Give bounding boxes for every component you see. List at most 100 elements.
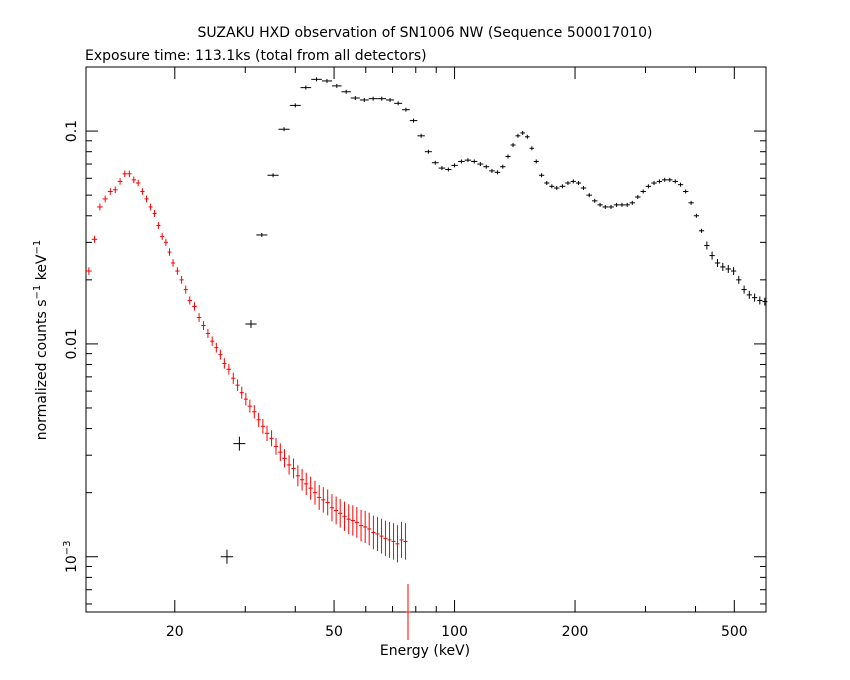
data-point <box>500 164 506 169</box>
data-point <box>332 83 342 88</box>
data-point <box>278 127 290 132</box>
data-point <box>122 170 128 178</box>
data-point <box>107 188 113 195</box>
data-point <box>243 392 248 406</box>
data-point <box>592 198 598 203</box>
data-point <box>458 159 465 164</box>
data-point <box>192 302 197 311</box>
data-point <box>613 202 620 207</box>
data-point <box>565 181 571 186</box>
series-0 <box>86 170 410 640</box>
data-point <box>282 449 287 468</box>
data-point <box>544 181 550 186</box>
data-point <box>350 96 360 101</box>
data-point <box>210 336 215 346</box>
data-point <box>233 436 246 451</box>
data-point <box>688 200 694 205</box>
chart-subtitle: Exposure time: 113.1ks (total from all d… <box>85 48 427 64</box>
data-point <box>387 521 392 558</box>
data-point <box>245 320 257 329</box>
data-point <box>289 103 301 108</box>
data-point <box>431 160 439 165</box>
data-point <box>367 512 372 546</box>
data-point <box>273 437 279 455</box>
data-point <box>586 193 593 198</box>
data-point <box>720 262 726 271</box>
y-tick-label: 0.1 <box>64 120 80 142</box>
data-point <box>218 349 223 360</box>
data-point <box>286 455 292 475</box>
data-point <box>575 181 582 186</box>
data-point <box>757 296 763 305</box>
data-point <box>102 195 108 203</box>
data-point <box>402 107 410 112</box>
data-point <box>127 170 132 178</box>
data-point <box>403 523 408 560</box>
data-point <box>247 399 252 413</box>
data-point <box>619 202 625 207</box>
data-point <box>295 465 301 487</box>
data-point <box>239 386 244 399</box>
data-point <box>354 506 359 538</box>
data-point <box>580 186 587 191</box>
data-point <box>751 293 758 302</box>
data-point <box>341 89 351 94</box>
data-point <box>334 496 339 525</box>
data-point <box>278 443 283 461</box>
data-point <box>677 182 684 187</box>
y-axis-label: normalized counts s−1 keV−1 <box>32 240 50 441</box>
data-point <box>163 238 168 246</box>
data-point <box>371 515 376 550</box>
data-point <box>205 328 211 339</box>
data-point <box>533 159 539 164</box>
data-point <box>667 177 673 182</box>
x-tick-label: 100 <box>441 624 468 640</box>
data-point <box>394 101 403 106</box>
data-point <box>252 404 257 419</box>
data-point <box>196 313 202 322</box>
data-point <box>672 179 678 184</box>
data-point <box>321 487 326 513</box>
data-point <box>489 168 495 173</box>
data-point <box>624 202 630 207</box>
data-point <box>160 232 165 240</box>
data-point <box>308 476 313 500</box>
data-point <box>117 178 123 185</box>
data-point <box>112 186 118 194</box>
data-point <box>445 167 452 172</box>
data-point <box>256 412 261 427</box>
data-point <box>483 164 490 169</box>
data-point <box>171 259 176 267</box>
data-point <box>338 499 343 528</box>
data-point <box>383 520 388 557</box>
series-1 <box>220 77 768 564</box>
data-point <box>179 275 184 284</box>
data-point <box>358 509 364 542</box>
x-axis-label: Energy (keV) <box>380 643 470 659</box>
x-tick-label: 50 <box>325 624 343 640</box>
data-point <box>148 203 153 211</box>
chart-title: SUZAKU HXD observation of SN1006 NW (Seq… <box>198 25 653 41</box>
data-point <box>640 189 646 194</box>
data-point <box>346 504 351 535</box>
data-point <box>520 130 526 135</box>
data-point <box>477 162 484 167</box>
data-point <box>350 505 355 536</box>
data-point <box>321 78 333 83</box>
data-point <box>201 321 206 330</box>
data-point <box>762 297 768 306</box>
data-point <box>375 516 380 551</box>
data-point <box>570 179 576 184</box>
data-point <box>741 285 747 294</box>
data-point <box>363 510 368 544</box>
x-axis-ticks <box>174 67 767 612</box>
data-point <box>187 296 192 305</box>
data-point <box>399 521 404 558</box>
data-point <box>368 96 378 101</box>
data-point <box>167 248 172 256</box>
data-point <box>291 458 296 479</box>
data-point <box>538 173 545 178</box>
data-point <box>156 222 161 230</box>
data-point <box>602 204 609 209</box>
